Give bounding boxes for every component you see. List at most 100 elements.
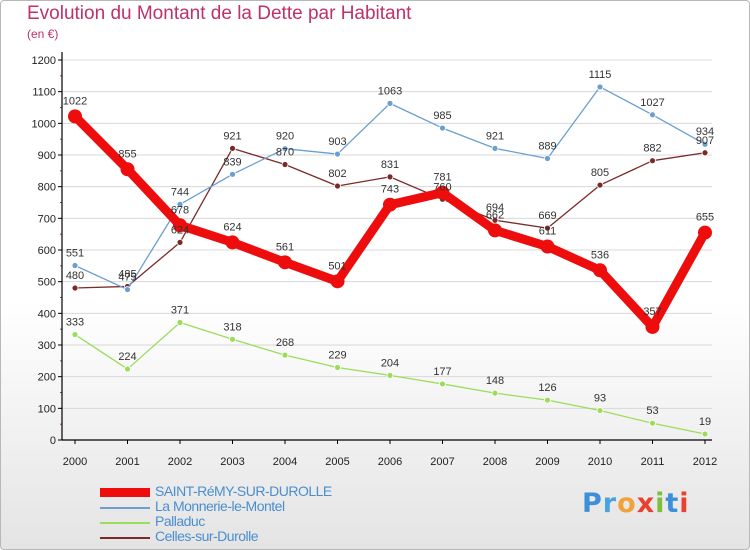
data-point (649, 419, 656, 427)
data-label: 882 (643, 143, 661, 155)
x-tick-label: 2002 (168, 456, 192, 468)
y-tick-label: 600 (38, 245, 56, 257)
data-point (649, 111, 656, 119)
data-point (176, 200, 184, 208)
data-point (491, 216, 499, 224)
x-tick-label: 2009 (535, 456, 559, 468)
data-point (593, 263, 607, 278)
x-tick-label: 2010 (588, 456, 612, 468)
legend-swatch-celles (100, 537, 150, 539)
data-label: 781 (433, 172, 451, 184)
axes: 0 100 200 300 400 500 600 700 800 900 1000 1100 1200… (32, 52, 717, 468)
data-label: 624 (171, 224, 189, 236)
data-label: 889 (538, 140, 556, 152)
data-label: 357 (643, 306, 661, 318)
data-point (278, 255, 292, 270)
data-point (491, 389, 499, 397)
data-point (645, 319, 660, 334)
chart-subtitle: (en €) (27, 27, 59, 41)
data-point (176, 319, 184, 326)
data-point (439, 380, 446, 388)
legend-item-saint-remy[interactable]: SAINT-RéMY-SUR-DUROLLE (100, 483, 400, 500)
data-label: 536 (591, 249, 609, 261)
logo-letter: i (655, 488, 666, 519)
data-label: 934 (696, 126, 714, 138)
data-label: 921 (223, 130, 241, 142)
data-point (544, 155, 551, 162)
data-point (698, 225, 712, 240)
data-point (701, 140, 709, 148)
legend-swatch-saint-remy (100, 488, 150, 497)
data-label: 268 (276, 337, 294, 349)
data-point (281, 161, 289, 168)
data-label: 177 (433, 366, 451, 378)
logo-letter: o (617, 488, 637, 519)
data-point (386, 99, 394, 107)
data-point (71, 262, 79, 269)
data-label: 805 (591, 167, 609, 179)
data-point (435, 185, 450, 200)
legend: SAINT-RéMY-SUR-DUROLLE La Monnerie-le-Mo… (100, 483, 400, 545)
series-lines (68, 83, 712, 438)
data-label: 760 (433, 181, 451, 193)
data-label: 318 (223, 321, 241, 333)
data-label: 480 (66, 270, 84, 282)
data-label: 669 (538, 210, 556, 222)
data-point (281, 351, 289, 359)
y-tick-label: 200 (38, 372, 56, 384)
logo-letter: i (679, 488, 690, 519)
data-point (71, 284, 79, 292)
x-tick-label: 2000 (63, 456, 87, 468)
data-label: 333 (66, 317, 84, 329)
data-point (334, 364, 341, 371)
data-point (225, 235, 240, 250)
data-label: 907 (696, 135, 714, 147)
legend-item-celles[interactable]: Celles-sur-Durolle (100, 528, 400, 545)
data-label: 744 (171, 186, 189, 198)
legend-item-la-monnerie[interactable]: La Monnerie-le-Montel (100, 498, 400, 515)
data-label: 1063 (378, 85, 402, 97)
data-point (124, 365, 131, 373)
data-label: 148 (486, 375, 504, 387)
data-point (383, 197, 397, 212)
proxiti-logo: Proxiti (582, 488, 690, 519)
logo-letter: r (602, 488, 618, 519)
data-point (488, 223, 502, 238)
data-label: 53 (646, 405, 658, 417)
data-point (71, 331, 79, 338)
line-chart: 0 100 200 300 400 500 600 700 800 900 1000 1100 1200… (32, 52, 717, 468)
y-tick-label: 100 (38, 403, 56, 415)
data-label: 19 (699, 416, 711, 428)
gridlines (62, 59, 712, 441)
y-tick-label: 1100 (32, 87, 56, 99)
data-label: 694 (486, 202, 504, 214)
legend-label-la-monnerie: La Monnerie-le-Montel (155, 498, 285, 514)
data-label: 870 (276, 147, 294, 159)
y-tick-label: 1000 (32, 118, 56, 130)
data-label: 743 (381, 184, 399, 196)
data-point (544, 396, 551, 404)
x-tick-label: 2011 (641, 456, 665, 468)
data-label: 204 (381, 357, 399, 369)
data-point (540, 239, 555, 254)
data-label: 985 (433, 110, 451, 122)
data-label: 126 (538, 382, 556, 394)
data-label: 1022 (63, 95, 87, 107)
data-label: 551 (66, 248, 84, 260)
legend-item-palladuc[interactable]: Palladuc (100, 513, 400, 530)
legend-swatch-la-monnerie (100, 507, 150, 509)
logo-letter: x (636, 488, 656, 519)
data-point (596, 407, 604, 414)
data-point (330, 274, 345, 289)
data-point (120, 162, 135, 177)
data-point (173, 218, 187, 233)
data-point (281, 145, 289, 153)
legend-label-palladuc: Palladuc (155, 513, 205, 529)
y-tick-label: 700 (38, 213, 56, 225)
data-label: 1115 (589, 69, 612, 81)
y-tick-label: 300 (38, 340, 56, 352)
data-label: 501 (328, 260, 346, 272)
data-point (439, 124, 446, 132)
x-tick-label: 2008 (483, 456, 507, 468)
logo-letter: P (582, 488, 603, 519)
